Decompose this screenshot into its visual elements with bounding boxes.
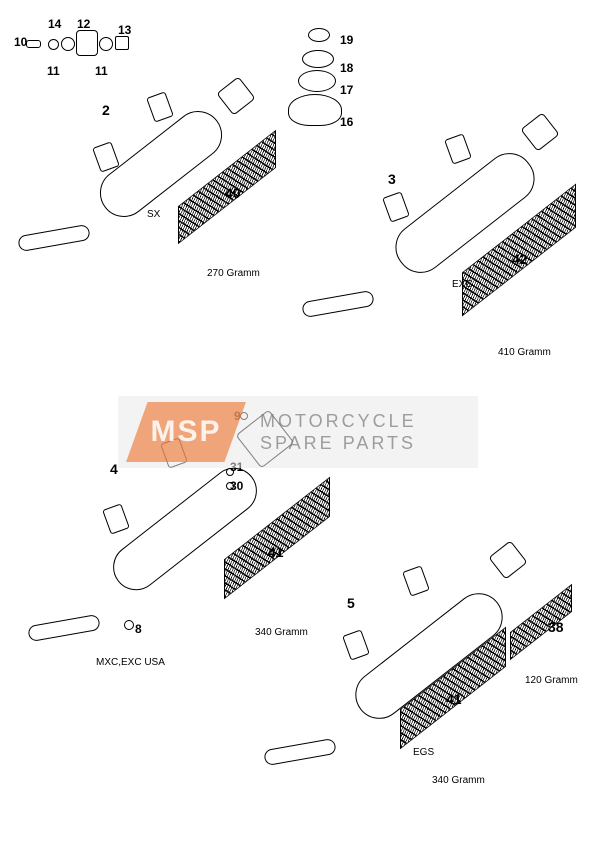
sleeve-icon <box>298 70 336 92</box>
callout-2: 2 <box>102 103 110 117</box>
callout-17: 17 <box>340 84 353 96</box>
callout-41: 41 <box>446 692 462 706</box>
weight-label: 270 Gramm <box>207 269 260 279</box>
callout-38: 38 <box>548 620 564 634</box>
callout-11: 11 <box>47 65 60 77</box>
model-label-egs: EGS <box>413 748 434 758</box>
washer-icon <box>302 50 334 68</box>
muffler-bracket <box>146 91 174 122</box>
muffler-pipe <box>301 290 375 318</box>
washer-icon <box>61 37 75 51</box>
muffler-bracket <box>382 191 410 222</box>
muffler-tip <box>520 112 559 151</box>
bolt-icon <box>26 40 41 48</box>
callout-14: 14 <box>48 18 61 30</box>
callout-30: 30 <box>230 480 243 492</box>
watermark: MSP MOTORCYCLE SPARE PARTS <box>118 396 478 468</box>
watermark-line1: MOTORCYCLE <box>260 410 417 433</box>
spacer-icon <box>76 30 98 56</box>
watermark-logo: MSP <box>126 402 246 462</box>
muffler-bracket <box>444 133 472 164</box>
nut-icon <box>115 36 129 50</box>
weight-label: 340 Gramm <box>255 628 308 638</box>
muffler-pipe <box>17 224 91 252</box>
model-label-mxc: MXC,EXC USA <box>96 658 165 668</box>
muffler-bracket <box>102 503 130 534</box>
callout-41: 41 <box>268 545 284 559</box>
callout-8: 8 <box>135 623 142 635</box>
endcap-stack <box>284 28 344 138</box>
weight-label: 410 Gramm <box>498 348 551 358</box>
washer-icon <box>48 39 59 50</box>
muffler-tip <box>488 540 527 579</box>
muffler-bracket <box>402 565 430 596</box>
model-label-sx: SX <box>147 210 160 220</box>
callout-42: 42 <box>512 252 528 266</box>
callout-13: 13 <box>118 24 131 36</box>
callout-3: 3 <box>388 172 396 186</box>
muffler-tip <box>216 76 255 115</box>
callout-18: 18 <box>340 62 353 74</box>
endcap-icon <box>288 94 342 126</box>
washer-icon <box>99 37 113 51</box>
watermark-text: MOTORCYCLE SPARE PARTS <box>260 410 417 455</box>
callout-40: 40 <box>225 186 241 200</box>
callout-5: 5 <box>347 596 355 610</box>
watermark-logo-text: MSP <box>150 415 221 449</box>
watermark-line2: SPARE PARTS <box>260 432 417 455</box>
callout-11: 11 <box>95 65 108 77</box>
callout-12: 12 <box>77 18 90 30</box>
weight-label: 120 Gramm <box>525 676 578 686</box>
weight-label: 340 Gramm <box>432 776 485 786</box>
diagram-canvas: MSP MOTORCYCLE SPARE PARTS 10 14 11 12 11 13 1… <box>0 0 596 850</box>
oring-icon <box>308 28 330 42</box>
muffler-pipe <box>27 614 101 642</box>
drainscrew-icon <box>124 620 134 630</box>
muffler-bracket <box>342 629 370 660</box>
callout-10: 10 <box>14 36 27 48</box>
callout-16: 16 <box>340 116 353 128</box>
callout-4: 4 <box>110 462 118 476</box>
callout-19: 19 <box>340 34 353 46</box>
model-label-exc: EXC <box>452 280 473 290</box>
muffler-pipe <box>263 738 337 766</box>
